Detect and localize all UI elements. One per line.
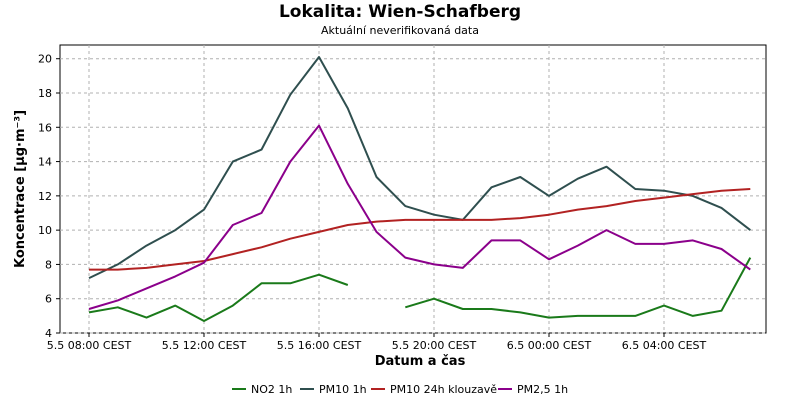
series-lines <box>88 56 752 322</box>
series-line-2 <box>88 56 751 280</box>
x-tick-label: 5.5 12:00 CEST <box>162 339 247 352</box>
x-tick-label: 5.5 16:00 CEST <box>277 339 362 352</box>
series-line-1 <box>88 273 349 322</box>
x-axis-label: Datum a čas <box>375 354 466 369</box>
y-tick-label: 12 <box>38 190 52 203</box>
chart-title: Lokalita: Wien-Schafberg <box>278 2 522 22</box>
legend-label: NO2 1h <box>251 383 292 396</box>
y-tick-label: 8 <box>45 258 52 271</box>
series-line-3 <box>89 188 751 271</box>
y-tick-label: 14 <box>38 156 52 169</box>
series-line-1 <box>405 257 752 319</box>
y-tick-label: 6 <box>45 293 52 306</box>
legend-label: PM10 24h klouzavě <box>390 383 497 396</box>
y-tick-label: 16 <box>38 121 52 134</box>
y-tick-label: 4 <box>45 327 52 340</box>
x-tick-label: 5.5 20:00 CEST <box>392 339 477 352</box>
plot-area <box>59 44 767 334</box>
x-tick-label: 6.5 00:00 CEST <box>507 339 592 352</box>
series-line-4 <box>88 124 751 310</box>
grid-lines <box>60 45 766 334</box>
legend-label: PM2,5 1h <box>517 383 568 396</box>
y-axis-ticks: 4 6 8 10 12 14 16 18 20 <box>38 53 60 340</box>
legend-label: PM10 1h <box>319 383 367 396</box>
y-axis-label: Koncentrace [µg·m⁻³] <box>13 110 28 268</box>
legend: NO2 1h PM10 1h PM10 24h klouzavě PM2,5 1h <box>232 383 568 396</box>
x-axis-ticks: 5.5 08:00 CEST 5.5 12:00 CEST 5.5 16:00 CE… <box>47 333 707 352</box>
x-tick-label: 6.5 04:00 CEST <box>622 339 707 352</box>
y-tick-label: 20 <box>38 53 52 66</box>
x-tick-label: 5.5 08:00 CEST <box>47 339 132 352</box>
chart-subtitle: Aktuální neverifikovaná data <box>321 24 479 37</box>
y-tick-label: 10 <box>38 224 52 237</box>
y-tick-label: 18 <box>38 87 52 100</box>
